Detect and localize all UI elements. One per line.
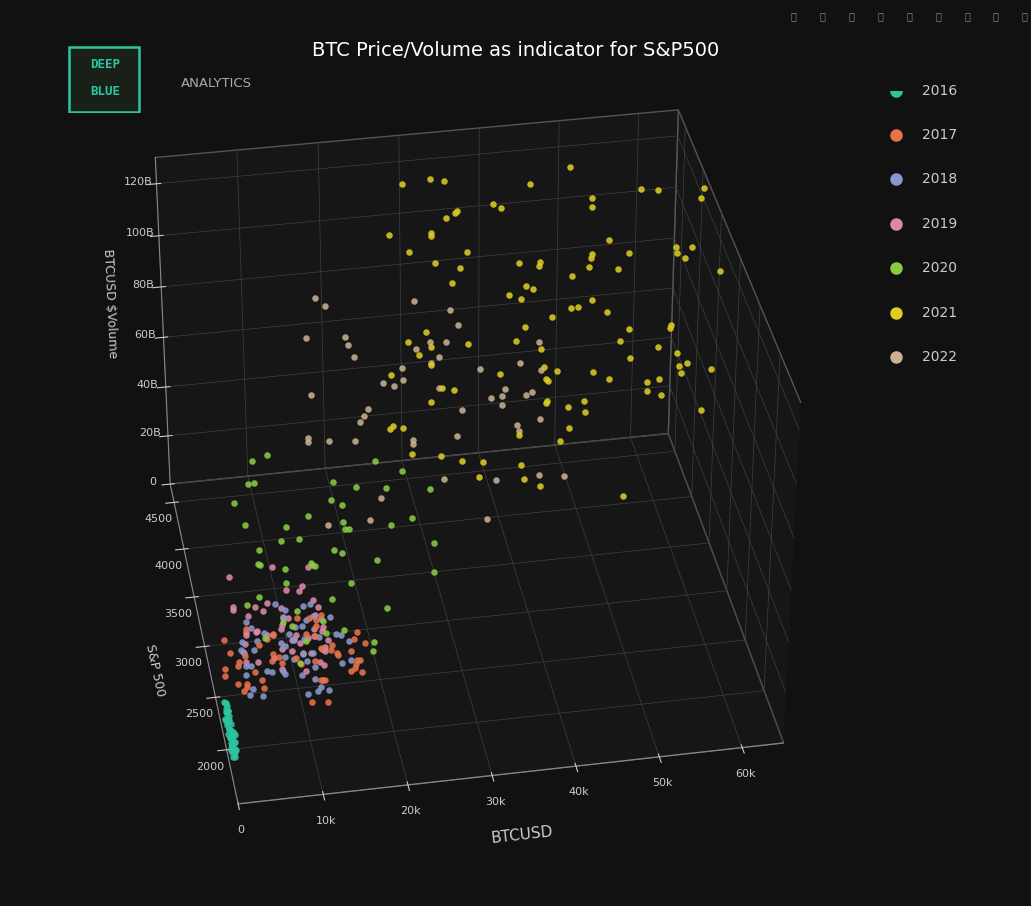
Text: ⬜: ⬜ (935, 11, 941, 21)
Text: ⬜: ⬜ (791, 11, 797, 21)
Text: ⬜: ⬜ (993, 11, 999, 21)
Text: BTC Vol: $41.1B: BTC Vol: $41.1B (805, 516, 911, 529)
FancyBboxPatch shape (69, 47, 139, 111)
Text: 2022: 2022 (922, 350, 957, 364)
Text: ⬜: ⬜ (877, 11, 884, 21)
Text: BLUE: BLUE (90, 85, 121, 98)
Text: 2017: 2017 (922, 128, 957, 142)
Text: Date: 2021-11-08: Date: 2021-11-08 (805, 558, 919, 571)
Text: 2019: 2019 (922, 217, 957, 231)
Text: 2016: 2016 (922, 83, 957, 98)
Text: DEEP: DEEP (90, 58, 121, 71)
Text: 2018: 2018 (922, 172, 957, 187)
Y-axis label: S&P 500: S&P 500 (143, 643, 167, 698)
Text: ⬜: ⬜ (906, 11, 912, 21)
Text: ⬜: ⬜ (964, 11, 970, 21)
Text: S&P 500: 4702B: S&P 500: 4702B (805, 537, 905, 550)
Text: BTC Price/Volume as indicator for S&P500: BTC Price/Volume as indicator for S&P500 (311, 41, 720, 60)
Text: ⬜: ⬜ (849, 11, 855, 21)
Text: BTC: $67567: BTC: $67567 (805, 496, 884, 508)
Text: ⬜: ⬜ (1022, 11, 1028, 21)
Text: 2020: 2020 (922, 261, 957, 275)
Text: 2021: 2021 (922, 305, 957, 320)
X-axis label: BTCUSD: BTCUSD (491, 824, 554, 845)
Text: ANALYTICS: ANALYTICS (180, 77, 252, 90)
Text: ⬜: ⬜ (820, 11, 826, 21)
